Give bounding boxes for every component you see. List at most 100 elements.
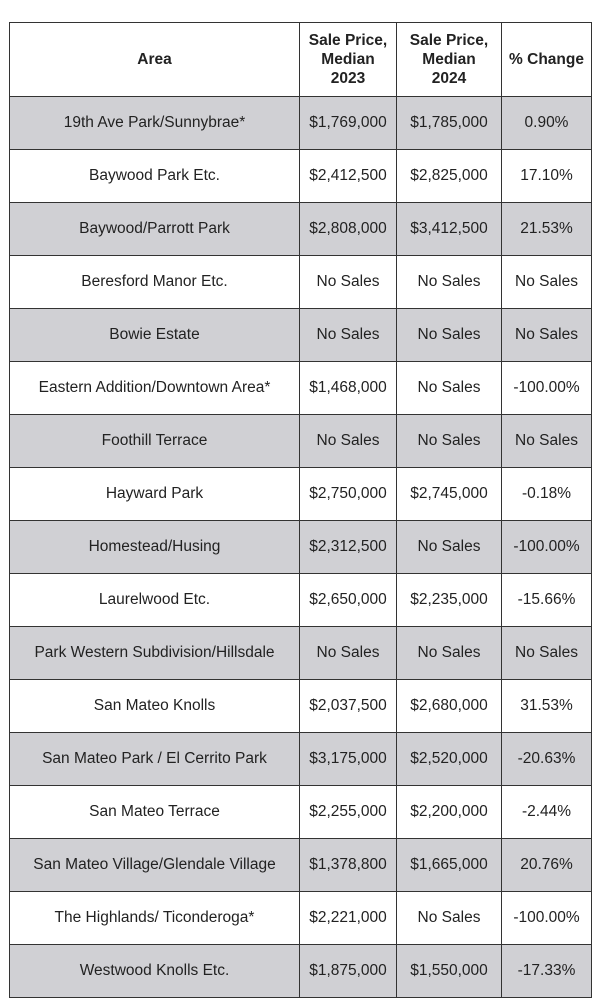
header-text: Median [422, 51, 476, 68]
area-cell: Westwood Knolls Etc. [9, 944, 300, 998]
value-cell: 17.10% [501, 149, 592, 203]
header-text: % Change [509, 51, 584, 68]
area-cell: San Mateo Village/Glendale Village [9, 838, 300, 892]
value-cell: $1,785,000 [396, 96, 502, 150]
header-text: 2023 [330, 70, 366, 87]
table-row: Baywood Park Etc. $2,412,500 $2,825,000 17.… [9, 149, 592, 203]
value-cell: $2,808,000 [299, 202, 397, 256]
area-cell: Baywood/Parrott Park [9, 202, 300, 256]
value-cell: -15.66% [501, 573, 592, 627]
area-cell: Bowie Estate [9, 308, 300, 362]
value-cell: $2,520,000 [396, 732, 502, 786]
value-cell: $1,875,000 [299, 944, 397, 998]
value-cell: 31.53% [501, 679, 592, 733]
area-cell: 19th Ave Park/Sunnybrae* [9, 96, 300, 150]
table-row: San Mateo Terrace $2,255,000 $2,200,000 -2.… [9, 785, 592, 839]
value-cell: No Sales [396, 361, 502, 415]
value-cell: $3,412,500 [396, 202, 502, 256]
value-cell: $2,412,500 [299, 149, 397, 203]
area-cell: San Mateo Terrace [9, 785, 300, 839]
value-cell: $2,037,500 [299, 679, 397, 733]
value-cell: No Sales [396, 520, 502, 574]
value-cell: 0.90% [501, 96, 592, 150]
value-cell: $1,468,000 [299, 361, 397, 415]
value-cell: 20.76% [501, 838, 592, 892]
area-cell: Beresford Manor Etc. [9, 255, 300, 309]
value-cell: -20.63% [501, 732, 592, 786]
table-row: Park Western Subdivision/Hillsdale No Sal… [9, 626, 592, 680]
header-cell: Sale Price, Median 2023 [299, 22, 397, 97]
header-text: Sale Price, [308, 32, 388, 49]
area-cell: San Mateo Knolls [9, 679, 300, 733]
table-row: Hayward Park $2,750,000 $2,745,000 -0.18% [9, 467, 592, 521]
value-cell: $2,221,000 [299, 891, 397, 945]
table-body: 19th Ave Park/Sunnybrae* $1,769,000 $1,785… [9, 96, 592, 998]
value-cell: No Sales [396, 308, 502, 362]
value-cell: $2,255,000 [299, 785, 397, 839]
value-cell: $1,378,800 [299, 838, 397, 892]
value-cell: -17.33% [501, 944, 592, 998]
table-row: Foothill Terrace No Sales No Sales No Sales [9, 414, 592, 468]
value-cell: $3,175,000 [299, 732, 397, 786]
value-cell: No Sales [501, 255, 592, 309]
header-cell: Area [9, 22, 300, 97]
header-row: Area Sale Price, Median 2023 Sale Price, Medi… [9, 22, 592, 97]
value-cell: No Sales [501, 626, 592, 680]
header-text: 2024 [431, 70, 467, 87]
header-cell: % Change [501, 22, 592, 97]
table-row: Westwood Knolls Etc. $1,875,000 $1,550,000… [9, 944, 592, 998]
table-row: San Mateo Park / El Cerrito Park $3,175,0… [9, 732, 592, 786]
value-cell: 21.53% [501, 202, 592, 256]
header-cell: Sale Price, Median 2024 [396, 22, 502, 97]
area-cell: Foothill Terrace [9, 414, 300, 468]
value-cell: No Sales [396, 626, 502, 680]
area-cell: San Mateo Park / El Cerrito Park [9, 732, 300, 786]
value-cell: $2,235,000 [396, 573, 502, 627]
area-cell: Park Western Subdivision/Hillsdale [9, 626, 300, 680]
value-cell: -100.00% [501, 891, 592, 945]
value-cell: No Sales [396, 891, 502, 945]
value-cell: $1,665,000 [396, 838, 502, 892]
header-text: Area [137, 51, 172, 68]
value-cell: No Sales [396, 414, 502, 468]
value-cell: $2,825,000 [396, 149, 502, 203]
sales-table: Area Sale Price, Median 2023 Sale Price, Medi… [9, 22, 592, 998]
area-cell: Laurelwood Etc. [9, 573, 300, 627]
area-cell: Eastern Addition/Downtown Area* [9, 361, 300, 415]
table-row: Laurelwood Etc. $2,650,000 $2,235,000 -15.6… [9, 573, 592, 627]
value-cell: No Sales [299, 414, 397, 468]
value-cell: $2,650,000 [299, 573, 397, 627]
table-row: 19th Ave Park/Sunnybrae* $1,769,000 $1,785… [9, 96, 592, 150]
table-row: Eastern Addition/Downtown Area* $1,468,00… [9, 361, 592, 415]
header-text: Sale Price, [409, 32, 489, 49]
value-cell: No Sales [299, 308, 397, 362]
value-cell: No Sales [501, 308, 592, 362]
value-cell: No Sales [299, 626, 397, 680]
table-row: Bowie Estate No Sales No Sales No Sales [9, 308, 592, 362]
area-cell: The Highlands/ Ticonderoga* [9, 891, 300, 945]
value-cell: $2,680,000 [396, 679, 502, 733]
value-cell: $2,312,500 [299, 520, 397, 574]
value-cell: $1,769,000 [299, 96, 397, 150]
value-cell: No Sales [299, 255, 397, 309]
value-cell: -0.18% [501, 467, 592, 521]
value-cell: No Sales [501, 414, 592, 468]
table-row: Homestead/Husing $2,312,500 No Sales -100.0… [9, 520, 592, 574]
table-row: Baywood/Parrott Park $2,808,000 $3,412,500… [9, 202, 592, 256]
value-cell: $2,750,000 [299, 467, 397, 521]
value-cell: -2.44% [501, 785, 592, 839]
table-row: Beresford Manor Etc. No Sales No Sales No S… [9, 255, 592, 309]
table-row: San Mateo Village/Glendale Village $1,378… [9, 838, 592, 892]
area-cell: Hayward Park [9, 467, 300, 521]
value-cell: $2,745,000 [396, 467, 502, 521]
value-cell: $1,550,000 [396, 944, 502, 998]
area-cell: Baywood Park Etc. [9, 149, 300, 203]
value-cell: -100.00% [501, 520, 592, 574]
table-row: San Mateo Knolls $2,037,500 $2,680,000 31.5… [9, 679, 592, 733]
header-text: Median [321, 51, 375, 68]
value-cell: $2,200,000 [396, 785, 502, 839]
area-cell: Homestead/Husing [9, 520, 300, 574]
value-cell: No Sales [396, 255, 502, 309]
table-row: The Highlands/ Ticonderoga* $2,221,000 No … [9, 891, 592, 945]
